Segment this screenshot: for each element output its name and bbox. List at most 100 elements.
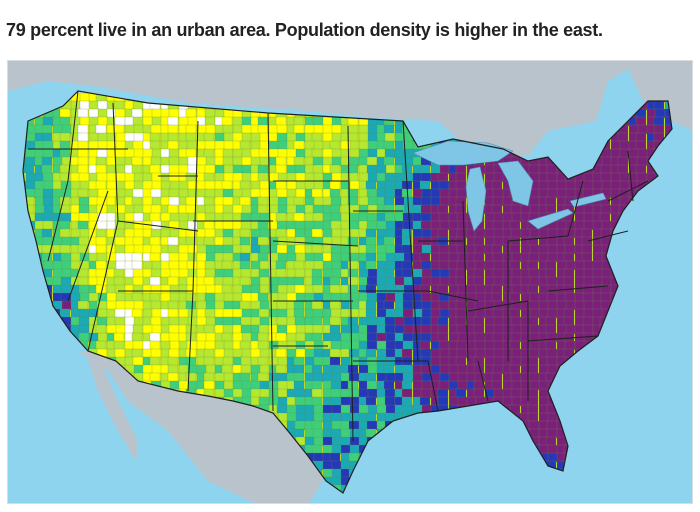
county-cell: [167, 364, 179, 375]
county-cell: [366, 332, 378, 343]
county-cell: [149, 212, 161, 223]
county-cell: [384, 132, 396, 143]
county-cell: [455, 268, 467, 279]
county-cell: [277, 252, 289, 263]
county-cell: [257, 164, 269, 175]
county-cell: [574, 300, 586, 311]
county-cell: [43, 180, 55, 191]
county-cell: [322, 148, 334, 159]
county-cell: [331, 468, 343, 479]
county-cell: [528, 164, 540, 175]
county-cell: [520, 204, 532, 215]
county-cell: [347, 268, 359, 279]
county-cell: [150, 300, 162, 311]
county-cell: [547, 452, 559, 463]
county-cell: [88, 108, 100, 119]
county-cell: [384, 212, 396, 223]
county-cell: [692, 205, 693, 214]
county-cell: [312, 156, 324, 167]
county-cell: [59, 220, 71, 231]
county-cell: [383, 124, 395, 135]
county-cell: [493, 340, 505, 351]
county-cell: [383, 140, 395, 151]
county-cell: [493, 212, 505, 223]
county-cell: [277, 140, 289, 151]
county-cell: [257, 196, 269, 207]
county-cell: [311, 444, 323, 455]
county-cell: [692, 333, 693, 342]
county-cell: [295, 252, 307, 263]
county-cell: [286, 188, 298, 199]
county-cell: [473, 252, 485, 263]
county-cell: [232, 132, 244, 143]
county-cell: [484, 324, 496, 335]
county-cell: [151, 196, 163, 207]
county-cell: [59, 244, 71, 255]
county-cell: [637, 124, 649, 135]
county-cell: [692, 213, 693, 222]
county-cell: [77, 156, 89, 167]
county-cell: [545, 268, 557, 279]
county-cell: [221, 116, 233, 127]
county-cell: [95, 124, 107, 135]
county-cell: [232, 204, 244, 215]
county-cell: [97, 108, 109, 119]
county-cell: [203, 356, 215, 367]
county-cell: [439, 196, 451, 207]
county-cell: [484, 356, 496, 367]
county-cell: [383, 380, 395, 391]
county-cell: [167, 244, 179, 255]
county-cell: [565, 260, 577, 271]
county-cell: [366, 156, 378, 167]
county-cell: [214, 172, 226, 183]
county-cell: [52, 284, 64, 295]
county-cell: [365, 412, 377, 423]
county-cell: [214, 300, 226, 311]
county-cell: [340, 412, 352, 423]
county-cell: [331, 436, 343, 447]
county-cell: [529, 228, 541, 239]
county-cell: [23, 164, 35, 175]
county-cell: [529, 244, 541, 255]
county-cell: [286, 404, 298, 415]
county-cell: [365, 348, 377, 359]
county-cell: [96, 316, 108, 327]
county-cell: [367, 388, 379, 399]
county-cell: [385, 340, 397, 351]
county-cell: [330, 308, 342, 319]
county-cell: [24, 156, 36, 167]
county-cell: [232, 156, 244, 167]
county-cell: [115, 260, 127, 271]
county-cell: [347, 124, 359, 135]
county-cell: [186, 340, 198, 351]
county-cell: [258, 148, 270, 159]
county-cell: [41, 132, 53, 143]
county-cell: [322, 460, 334, 471]
county-cell: [366, 164, 378, 175]
county-cell: [529, 204, 541, 215]
county-cell: [347, 276, 359, 287]
county-cell: [311, 276, 323, 287]
county-cell: [133, 228, 145, 239]
county-cell: [692, 157, 693, 166]
county-cell: [376, 292, 388, 303]
county-cell: [511, 324, 523, 335]
county-cell: [304, 348, 316, 359]
county-cell: [527, 412, 539, 423]
county-cell: [582, 180, 594, 191]
county-cell: [448, 396, 460, 407]
county-cell: [187, 116, 199, 127]
county-cell: [474, 332, 486, 343]
county-cell: [385, 284, 397, 295]
county-cell: [592, 244, 604, 255]
county-cell: [538, 180, 550, 191]
county-cell: [41, 124, 53, 135]
county-cell: [331, 124, 343, 135]
county-cell: [430, 268, 442, 279]
county-cell: [520, 276, 532, 287]
county-cell: [204, 292, 216, 303]
county-cell: [178, 156, 190, 167]
county-cell: [330, 380, 342, 391]
county-cell: [79, 260, 91, 271]
county-cell: [97, 100, 109, 111]
